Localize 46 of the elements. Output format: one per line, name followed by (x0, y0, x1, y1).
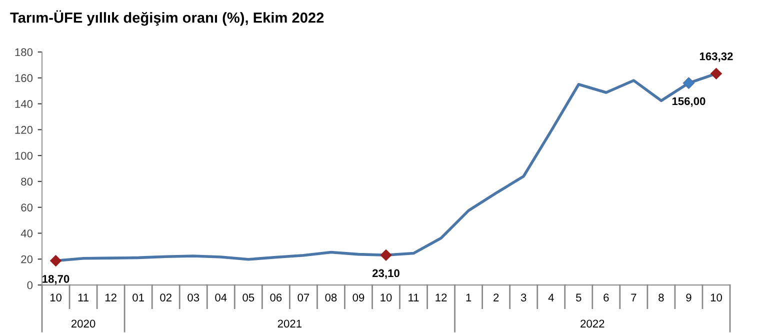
point (710, 68, 722, 80)
x-tick-label: 05 (242, 294, 254, 302)
data-label: 23,10 (372, 269, 400, 279)
data-label: 18,70 (42, 274, 70, 284)
chart-title: Tarım-ÜFE yıllık değişim oranı (%), Ekim 2022 (10, 10, 324, 26)
x-tick-label: 2 (494, 294, 499, 302)
x-tick-label: 07 (298, 294, 310, 302)
y-tick-label: 160 (15, 74, 33, 82)
x-tick-label: 8 (658, 294, 664, 302)
x-tick-label: 09 (352, 294, 364, 302)
y-tick-label: 40 (20, 229, 33, 238)
text: 2022 (580, 320, 604, 328)
point (380, 249, 392, 261)
x-tick-label: 02 (160, 294, 172, 302)
x-tick-label: 5 (576, 294, 582, 302)
x-tick-label: 10 (50, 294, 62, 302)
y-tick-label: 180 (15, 48, 33, 56)
x-tick-label: 10 (710, 294, 722, 302)
y-tick-label: 120 (15, 126, 33, 134)
x-tick-label: 3 (520, 294, 526, 302)
x-tick-label: 1 (466, 294, 472, 302)
y-tick-label: 80 (21, 178, 33, 186)
point (50, 255, 62, 266)
x-tick-label: 08 (325, 294, 337, 302)
x-tick-label: 7 (631, 294, 636, 302)
data-label: 163,32 (700, 52, 733, 62)
x-tick-label: 12 (436, 294, 447, 302)
y-tick-label: 100 (15, 152, 33, 160)
y-tick-label: 0 (27, 281, 33, 290)
y-tick-label: 20 (21, 255, 33, 264)
text: 2021 (278, 320, 302, 328)
text: 2020 (71, 320, 96, 328)
x-tick-label: 04 (215, 294, 227, 302)
x-tick-label: 06 (270, 294, 282, 302)
x-tick-label: 10 (380, 294, 392, 302)
x-tick-label: 6 (604, 294, 609, 302)
x-tick-label: 11 (78, 294, 89, 302)
x-tick-label: 9 (686, 294, 692, 302)
x-tick-label: 03 (188, 294, 200, 302)
data-label: 156,00 (672, 97, 706, 107)
y-tick-label: 140 (15, 100, 33, 108)
x-tick-label: 4 (548, 294, 554, 302)
x-tick-label: 01 (132, 294, 144, 302)
x-tick-label: 11 (408, 294, 419, 302)
y-tick-label: 60 (21, 204, 33, 212)
x-tick-label: 12 (105, 294, 116, 302)
